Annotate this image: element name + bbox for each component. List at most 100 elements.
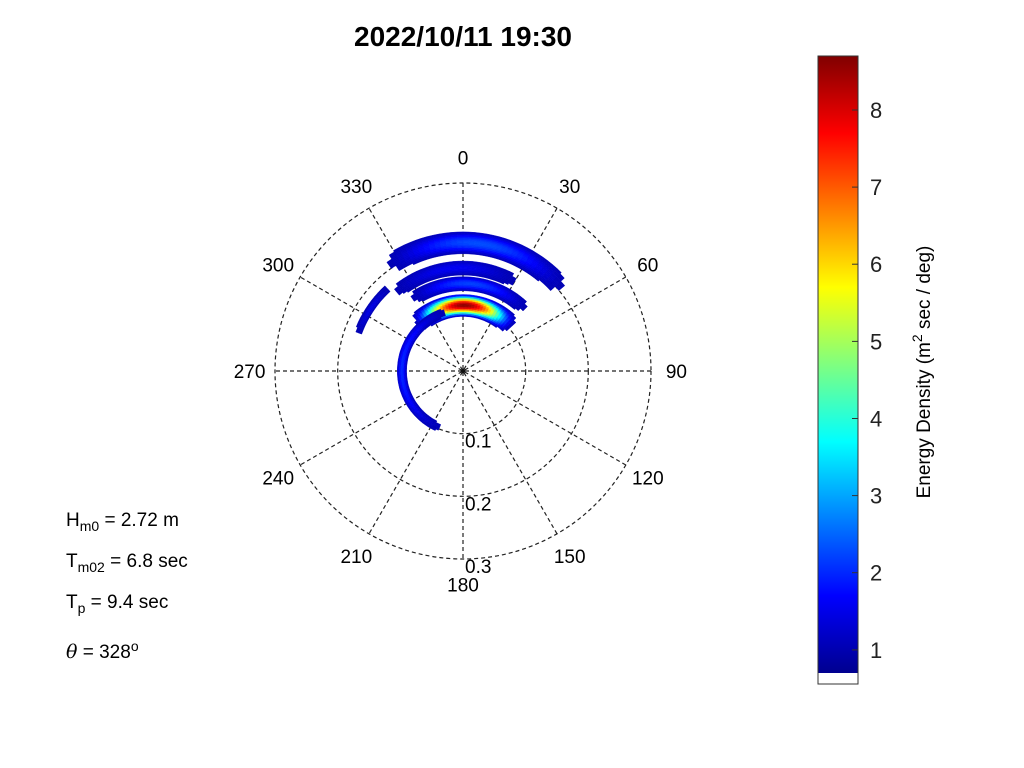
angle-tick-label: 270 bbox=[234, 362, 266, 383]
angle-tick-label: 60 bbox=[637, 255, 658, 276]
energy-cell bbox=[462, 311, 466, 314]
energy-cell bbox=[446, 295, 451, 299]
energy-cell bbox=[558, 273, 565, 280]
energy-cell bbox=[459, 287, 464, 290]
energy-cell bbox=[459, 297, 464, 300]
energy-cell bbox=[456, 231, 464, 234]
angle-tick-label: 240 bbox=[262, 469, 294, 490]
energy-cell bbox=[454, 276, 460, 279]
energy-cell bbox=[437, 308, 442, 312]
energy-cell bbox=[452, 294, 457, 298]
energy-cell bbox=[555, 268, 562, 274]
angle-tick-label: 0 bbox=[458, 149, 469, 170]
angle-tick-label: 300 bbox=[262, 255, 294, 276]
energy-cell bbox=[450, 276, 456, 280]
energy-cell bbox=[462, 294, 467, 297]
tm02-stat: Tm02 = 6.8 sec bbox=[66, 551, 188, 575]
energy-cell bbox=[508, 271, 515, 276]
colorbar-tick-label: 6 bbox=[870, 252, 882, 277]
energy-cell bbox=[468, 231, 476, 235]
radial-tick-label: 0.3 bbox=[465, 557, 491, 578]
angle-tick-label: 330 bbox=[340, 177, 372, 198]
energy-cell bbox=[397, 376, 400, 380]
energy-cell bbox=[460, 311, 464, 314]
colorbar: 1 2 3 4 5 6 7 8 bbox=[817, 55, 882, 685]
energy-cell bbox=[397, 359, 400, 363]
energy-cell bbox=[456, 294, 460, 297]
energy-cell bbox=[523, 303, 528, 308]
energy-cell bbox=[462, 282, 467, 285]
energy-cell bbox=[397, 379, 400, 383]
energy-cell bbox=[462, 231, 470, 234]
colorbar-tick-label: 2 bbox=[870, 561, 882, 586]
energy-density-field bbox=[355, 231, 566, 431]
energy-cell bbox=[396, 367, 399, 372]
energy-cell bbox=[512, 320, 517, 324]
energy-cell bbox=[444, 232, 452, 235]
energy-cell bbox=[458, 278, 464, 281]
radial-tick-label: 0.1 bbox=[465, 432, 491, 453]
energy-cell bbox=[398, 367, 401, 372]
angle-tick-label: 90 bbox=[666, 362, 687, 383]
energy-cell bbox=[397, 373, 400, 377]
colorbar-frame bbox=[817, 55, 859, 685]
energy-cell bbox=[462, 273, 468, 276]
energy-cell bbox=[462, 276, 468, 279]
energy-cell bbox=[397, 365, 400, 369]
angle-tick-label: 210 bbox=[340, 547, 372, 568]
energy-cell bbox=[459, 302, 464, 305]
colorbar-tick-label: 8 bbox=[870, 98, 882, 123]
energy-cell bbox=[467, 260, 473, 264]
energy-cell bbox=[462, 297, 467, 300]
energy-cell bbox=[450, 231, 458, 235]
energy-cell bbox=[457, 260, 464, 263]
colorbar-label: Energy Density (m2 sec / deg) bbox=[909, 246, 935, 499]
colorbar-empty-extension bbox=[818, 673, 858, 684]
energy-cell bbox=[458, 276, 464, 279]
energy-cell bbox=[403, 370, 406, 374]
energy-cell bbox=[398, 370, 401, 375]
energy-cell bbox=[475, 295, 480, 299]
tp-stat: Tp = 9.4 sec bbox=[66, 592, 169, 616]
energy-cell bbox=[440, 309, 445, 313]
energy-cell bbox=[380, 285, 387, 291]
energy-cell bbox=[462, 260, 469, 263]
energy-cell bbox=[512, 315, 517, 320]
energy-cell bbox=[466, 294, 470, 297]
energy-cell bbox=[510, 312, 515, 317]
energy-cell bbox=[462, 306, 467, 309]
energy-cell bbox=[396, 370, 399, 375]
colorbar-tick-label: 1 bbox=[870, 638, 882, 663]
energy-cell bbox=[462, 302, 467, 305]
angle-tick-label: 120 bbox=[632, 469, 664, 490]
angle-tick-label: 30 bbox=[559, 177, 580, 198]
chart-title: 2022/10/11 19:30 bbox=[354, 21, 572, 52]
energy-cell bbox=[472, 294, 477, 298]
colorbar-gradient bbox=[818, 56, 858, 673]
angle-tick-label: 150 bbox=[554, 547, 586, 568]
hm0-stat: Hm0 = 2.72 m bbox=[66, 510, 179, 534]
colorbar-tick-label: 3 bbox=[870, 484, 882, 509]
colorbar-tick-label: 4 bbox=[870, 407, 882, 432]
energy-cell bbox=[397, 362, 400, 366]
energy-cell bbox=[458, 273, 464, 276]
energy-cell bbox=[559, 280, 566, 287]
energy-cell bbox=[462, 287, 467, 290]
energy-cell bbox=[449, 294, 454, 298]
energy-cell bbox=[459, 306, 464, 309]
radial-tick-labels: 0.1 0.2 0.3 bbox=[465, 432, 491, 578]
energy-cell bbox=[462, 278, 468, 281]
energy-cell bbox=[397, 381, 401, 386]
theta-stat: θ = 328o bbox=[66, 638, 139, 663]
energy-cell bbox=[453, 260, 459, 264]
energy-cell bbox=[469, 294, 474, 298]
colorbar-tick-label: 7 bbox=[870, 175, 882, 200]
energy-cell bbox=[466, 276, 472, 279]
energy-cell bbox=[474, 232, 482, 235]
energy-cell bbox=[397, 356, 401, 361]
energy-cell bbox=[511, 275, 517, 281]
colorbar-tick-label: 5 bbox=[870, 329, 882, 354]
energy-cell bbox=[459, 294, 464, 297]
angle-tick-label: 180 bbox=[447, 575, 479, 596]
